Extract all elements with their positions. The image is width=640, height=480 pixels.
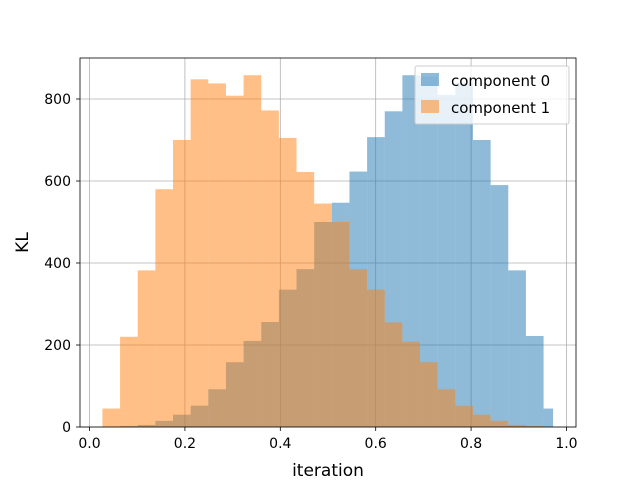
- bar-series-0-bin-25: [543, 408, 554, 427]
- axis-ticks: 0.0 0.2 0.4 0.6 0.8 1.0 0 200 400 600 800: [44, 92, 577, 452]
- x-tick-label-5: 1.0: [555, 436, 577, 452]
- bar-series-1-bin-23: [508, 424, 526, 427]
- bar-series-1-bin-20: [455, 405, 473, 427]
- bar-series-1-bin-6: [208, 83, 226, 428]
- bar-series-1-bin-17: [402, 341, 421, 427]
- bar-series-1-bin-15: [367, 289, 385, 427]
- bar-series-1-bin-13: [331, 222, 350, 427]
- bar-series-1-bin-19: [437, 389, 456, 427]
- bar-series-0-bin-20: [455, 82, 473, 427]
- bar-series-0-bin-21: [472, 140, 491, 427]
- legend-swatch-component-1: [421, 100, 439, 113]
- x-axis-label: iteration: [292, 461, 364, 480]
- x-tick-label-1: 0.2: [174, 436, 196, 452]
- legend-swatch-component-0: [421, 73, 439, 86]
- legend: component 0 component 1: [414, 65, 570, 125]
- bar-series-1-bin-22: [490, 420, 509, 427]
- x-tick-label-4: 0.8: [460, 436, 482, 452]
- y-tick-label-0: 0: [62, 420, 71, 436]
- bar-series-1-bin-8: [243, 75, 262, 427]
- bar-series-1-bin-18: [420, 362, 438, 427]
- legend-label-component-0: component 0: [451, 72, 550, 90]
- bar-series-0-bin-19: [437, 94, 456, 428]
- y-tick-label-2: 400: [44, 256, 71, 272]
- bar-series-1-bin-11: [296, 171, 315, 427]
- bar-series-0-bin-17: [402, 75, 421, 427]
- bar-series-0-bin-23: [508, 270, 526, 427]
- x-tick-label-2: 0.4: [269, 436, 291, 452]
- bar-series-1-bin-4: [173, 140, 191, 427]
- x-tick-label-3: 0.6: [365, 436, 387, 452]
- bar-series-0-bin-18: [420, 76, 438, 427]
- bar-series-1-bin-21: [472, 414, 491, 427]
- bar-series-1-bin-7: [225, 95, 244, 427]
- bar-series-1-bin-12: [314, 203, 332, 427]
- bar-series-1-bin-9: [261, 110, 279, 427]
- legend-label-component-1: component 1: [451, 99, 550, 117]
- bar-series-1-bin-14: [349, 269, 368, 427]
- legend-box: [414, 65, 570, 125]
- bar-series-1-bin-5: [190, 79, 209, 427]
- y-tick-label-3: 600: [44, 174, 71, 190]
- bar-series-1-bin-0: [102, 408, 121, 427]
- y-tick-label-4: 800: [44, 92, 71, 108]
- bar-series-0-bin-24: [525, 335, 544, 427]
- bar-series-1-bin-3: [155, 189, 173, 427]
- bar-series-0-bin-22: [490, 185, 509, 427]
- bar-series-1-bin-1: [120, 336, 138, 427]
- x-tick-label-0: 0.0: [78, 436, 100, 452]
- y-axis-label: KL: [13, 232, 33, 253]
- bar-series-1-bin-10: [278, 137, 297, 427]
- plot-frame: [79, 57, 577, 428]
- bar-series-1-bin-24: [525, 426, 544, 427]
- bars: [102, 75, 554, 428]
- bar-series-1-bin-16: [384, 322, 403, 427]
- y-tick-label-1: 200: [44, 338, 71, 354]
- bar-series-1-bin-2: [137, 270, 156, 427]
